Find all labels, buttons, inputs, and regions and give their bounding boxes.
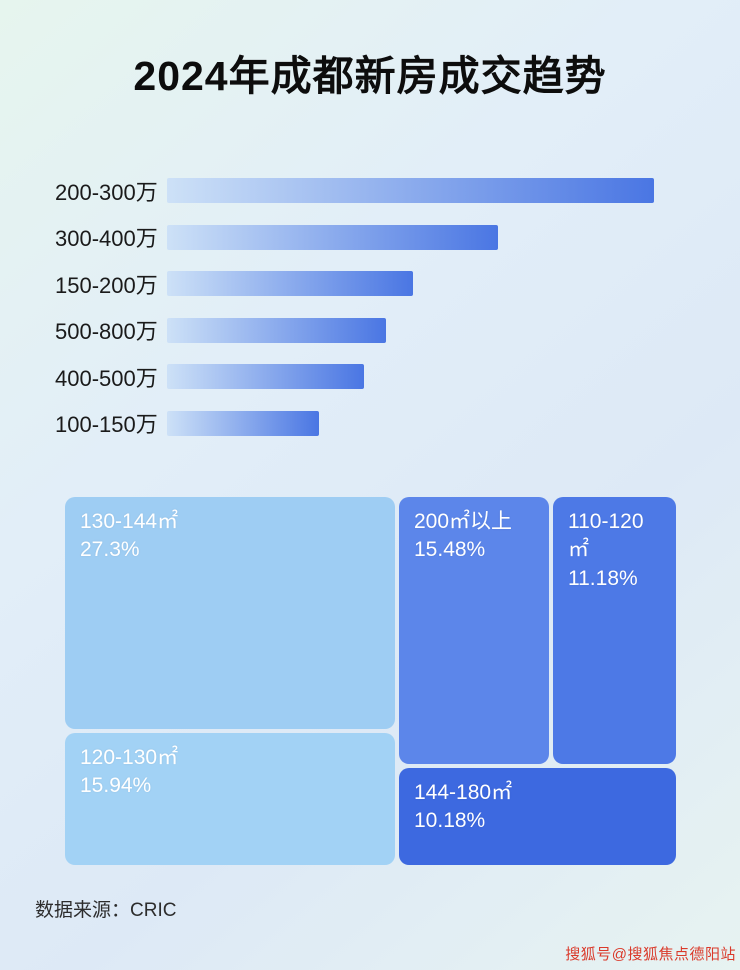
price-range-bar-chart: 200-300万 300-400万 150-200万 500-800万 400-500万… [55, 178, 695, 457]
watermark-label: 搜狐号@搜狐焦点德阳站 [565, 946, 736, 963]
treemap-block-label: 130-144㎡ [80, 510, 179, 533]
treemap-block-130-144: 130-144㎡ 27.3% [65, 497, 395, 729]
bar [167, 364, 365, 389]
bar-track [167, 178, 654, 203]
treemap-block-value: 15.94% [80, 774, 152, 798]
area-range-treemap: 130-144㎡ 27.3% 200㎡以上 15.48% 110-120㎡ 11… [65, 497, 676, 867]
treemap-block-144-180: 144-180㎡ 10.18% [399, 768, 676, 865]
bar-row: 200-300万 [55, 178, 695, 205]
treemap-block-label: 110-120㎡ [568, 510, 644, 562]
treemap-block-110-120: 110-120㎡ 11.18% [553, 497, 676, 764]
bar-row: 500-800万 [55, 317, 695, 344]
bar-category-label: 400-500万 [55, 365, 158, 391]
treemap-block-label: 200㎡以上 [414, 510, 513, 533]
treemap-block-value: 27.3% [80, 538, 140, 562]
bar-row: 150-200万 [55, 271, 695, 298]
bar [167, 178, 654, 203]
data-source-label: 数据来源：CRIC [35, 900, 177, 921]
bar [167, 317, 387, 343]
bar-category-label: 300-400万 [55, 226, 158, 251]
bar-category-label: 200-300万 [55, 179, 158, 205]
bar-row: 300-400万 [55, 224, 695, 251]
bar [167, 271, 413, 296]
bar-track [167, 410, 654, 436]
bar-track [167, 271, 654, 296]
treemap-block-120-130: 120-130㎡ 15.94% [65, 733, 395, 865]
bar-track [167, 317, 654, 343]
bar-category-label: 150-200万 [55, 272, 158, 298]
treemap-block-label: 144-180㎡ [414, 781, 513, 804]
bar-category-label: 100-150万 [55, 412, 158, 437]
bar-category-label: 500-800万 [55, 319, 158, 344]
bar [167, 410, 320, 436]
bar-row: 400-500万 [55, 364, 695, 391]
bar-track [167, 224, 654, 250]
bar-track [167, 364, 654, 389]
bar [167, 224, 499, 250]
treemap-block-value: 10.18% [414, 809, 486, 833]
treemap-block-value: 11.18% [568, 566, 638, 590]
treemap-block-label: 120-130㎡ [80, 746, 179, 769]
page-title: 2024年成都新房成交趋势 [133, 53, 607, 99]
treemap-block-200-plus: 200㎡以上 15.48% [399, 497, 549, 764]
bar-row: 100-150万 [55, 410, 695, 437]
treemap-block-value: 15.48% [414, 538, 486, 562]
